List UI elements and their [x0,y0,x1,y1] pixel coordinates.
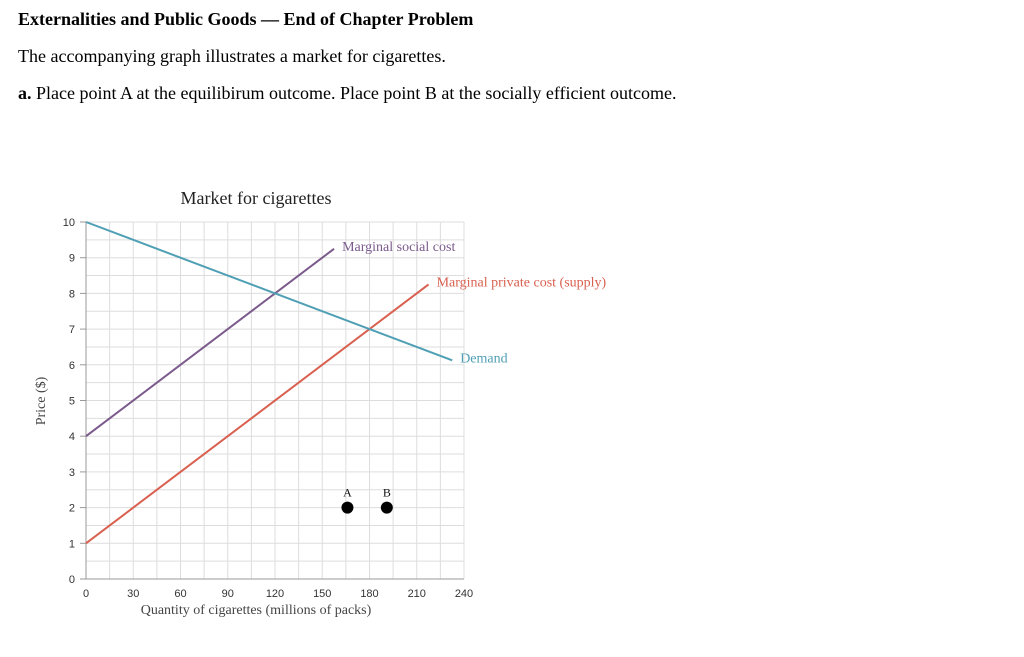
chart-ticks: 0 1 2 3 4 5 6 7 8 9 10 0 30 60 90 120 150 180 210 240 [63,217,473,600]
series-line-2 [85,283,430,545]
point-b-marker[interactable] [380,501,393,514]
x-axis-title: Quantity of cigarettes (millions of pack… [141,603,372,618]
problem-intro: The accompanying graph illustrates a mar… [18,46,446,66]
y-tick-label: 5 [69,396,75,408]
question-a: a. Place point A at the equilibirum outc… [18,82,1008,104]
point-a-label: A [343,486,352,500]
series-line-3 [85,221,453,362]
y-tick-label: 4 [69,431,75,443]
y-tick-label: 0 [69,574,75,586]
y-tick-label: 7 [69,324,75,336]
page-title: Externalities and Public Goods — End of … [18,9,474,29]
x-tick-label: 180 [360,588,378,600]
y-tick-label: 10 [63,217,75,229]
series-label-3: Demand [460,351,507,366]
x-tick-label: 30 [127,588,139,600]
chart-title: Market for cigarettes [181,188,332,208]
y-tick-label: 2 [69,503,75,515]
series-line-1 [85,247,335,437]
question-text: Place point A at the equilibirum outcome… [31,83,677,103]
series-label-1: Marginal social cost [342,240,455,255]
problem-header: Externalities and Public Goods — End of … [18,8,1008,104]
x-tick-label: 60 [174,588,186,600]
point-b-label: B [383,486,391,500]
y-tick-label: 8 [69,288,75,300]
y-tick-label: 6 [69,360,75,372]
x-tick-label: 150 [313,588,331,600]
question-part-label: a. [18,83,32,103]
y-tick-label: 9 [69,253,75,265]
x-tick-label: 120 [266,588,284,600]
y-axis-title: Price ($) [34,376,49,425]
y-tick-label: 1 [69,538,75,550]
series-label-2: Marginal private cost (supply) [437,275,607,290]
y-tick-label: 3 [69,467,75,479]
point-a-marker[interactable] [341,501,354,514]
x-tick-label: 240 [455,588,473,600]
x-tick-label: 0 [83,588,89,600]
x-tick-label: 210 [408,588,426,600]
x-tick-label: 90 [222,588,234,600]
chart-series: Marginal social cost Marginal private cos… [85,221,607,545]
